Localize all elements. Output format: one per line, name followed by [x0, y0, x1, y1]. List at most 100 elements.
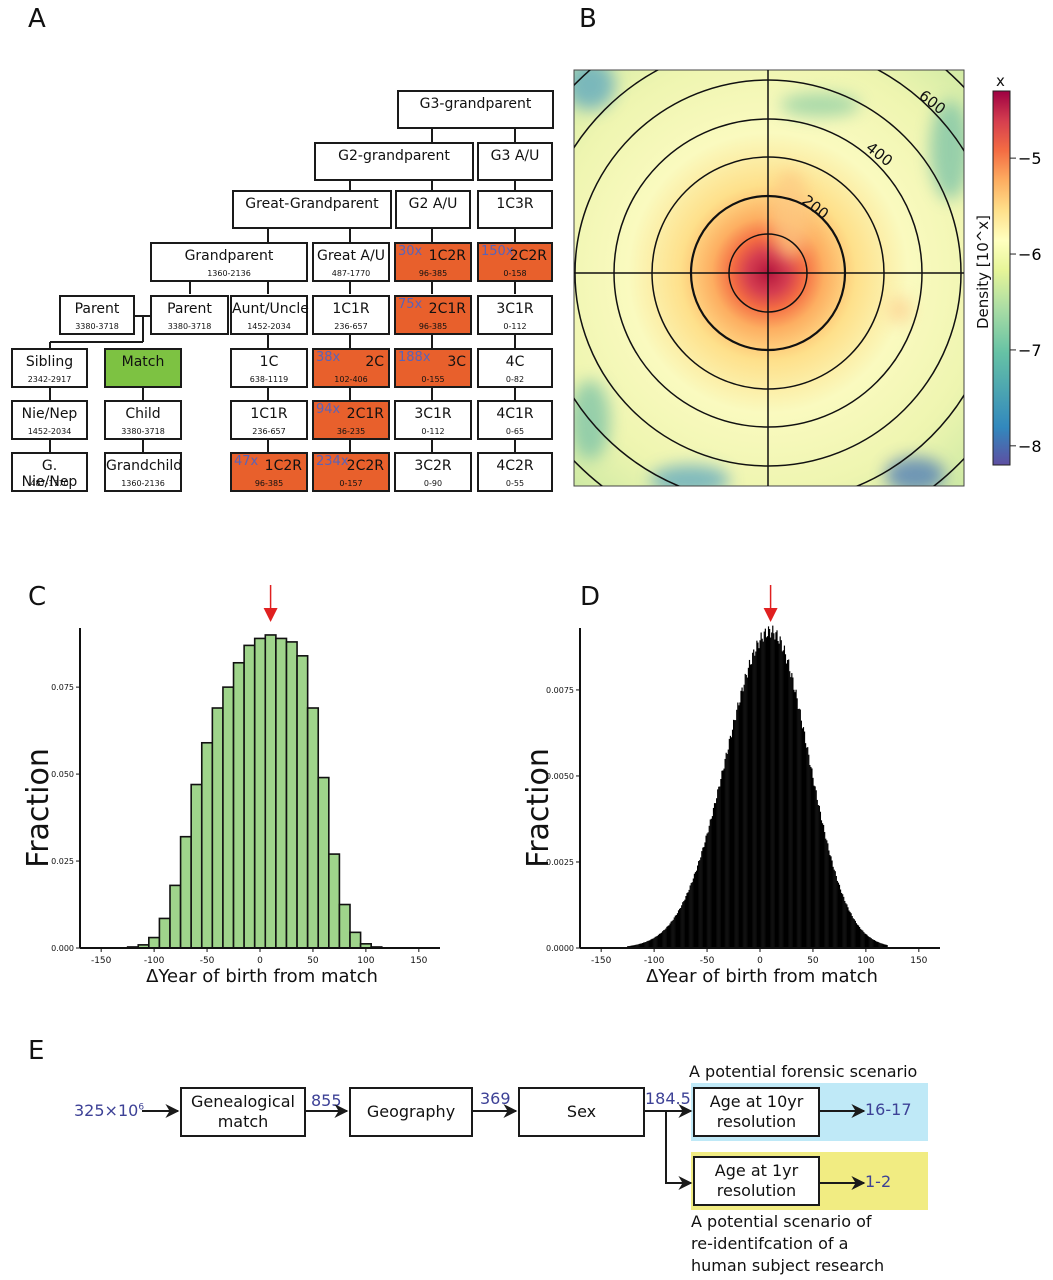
histogram-bar [659, 933, 662, 948]
histogram-bar [742, 691, 744, 948]
pedigree-node-parent2: Parent 3380-3718 [150, 295, 229, 335]
pedigree-node-child: Child 3380-3718 [104, 400, 182, 440]
histogram-bar [658, 933, 661, 948]
histogram-bar [813, 785, 815, 948]
histogram-bar [726, 753, 728, 948]
node-multiplier: 150x [481, 244, 514, 259]
histogram-bar [699, 860, 701, 948]
x-tick-label: 150 [910, 956, 927, 966]
x-tick-label: -50 [700, 956, 715, 966]
histogram-bar [671, 920, 673, 948]
node-cm-range: 0-157 [339, 479, 363, 488]
pedigree-node-c2c1r-a: 2C1R 96-385 75x [394, 295, 472, 335]
node-label: Aunt/Uncle [232, 301, 309, 317]
histogram-bar [683, 901, 685, 948]
node-cm-range: 1452-2034 [27, 427, 72, 436]
node-label: 3C1R [496, 301, 534, 317]
histogram-bar [641, 943, 644, 948]
histogram-bar [715, 803, 717, 948]
histogram-bar [852, 918, 854, 948]
histogram-bar [794, 692, 796, 948]
histogram-bar [662, 931, 664, 948]
node-cm-range: 0-155 [421, 375, 445, 384]
histogram-bar [738, 705, 740, 948]
histogram-bar [859, 927, 861, 948]
node-label: 1C2R [264, 458, 302, 474]
x-tick-label: 50 [307, 956, 319, 966]
x-tick-label: 0 [757, 956, 763, 966]
node-cm-range: 1360-2136 [121, 479, 165, 488]
histogram-bar [809, 764, 811, 948]
colorbar-title: x [996, 72, 1005, 90]
histogram-bar [669, 923, 671, 948]
histogram-bar [798, 708, 800, 948]
histogram-bar [869, 937, 871, 948]
histogram-bar [865, 933, 867, 948]
histogram-bar [788, 659, 790, 948]
histogram-bar [734, 720, 736, 948]
histogram-bar [652, 938, 654, 948]
node-cm-range: 3380-3718 [167, 322, 212, 331]
pedigree-node-c3c1r-a: 3C1R 0-112 [477, 295, 553, 335]
histogram-c: -150 -100 -50 0 50 100 150 0.000 0.025 0.050 0.075… [21, 585, 440, 987]
histogram-bar [802, 727, 805, 948]
histogram-d: -150 -100 -50 0 50 100 150 0.0000 0.0025 0.0050 0.… [521, 585, 940, 987]
node-label: 2C [365, 354, 384, 370]
histogram-bar [697, 865, 699, 948]
colorbar-tick-label: −8 [1018, 437, 1042, 456]
histogram-bar [816, 799, 818, 948]
histogram-bar [800, 720, 802, 948]
node-cm-range: 1452-2034 [247, 322, 291, 331]
histogram-bar [663, 930, 665, 948]
node-label: 3C [447, 354, 466, 370]
pedigree-node-c2c1r-b: 2C1R 36-235 94x [312, 400, 390, 440]
histogram-bar [778, 643, 780, 948]
node-label: 1C3R [496, 196, 534, 212]
panel-label-d: D [580, 582, 601, 612]
histogram-bar [661, 932, 663, 948]
histogram-bar [818, 805, 820, 948]
histogram-bar [767, 626, 770, 948]
histogram-bar [751, 664, 753, 948]
histogram-bar [720, 778, 722, 948]
node-label: 3C1R [414, 406, 452, 422]
histogram-bar [844, 900, 846, 948]
histogram-bar [710, 818, 712, 948]
histogram-bar [753, 649, 755, 948]
node-label: 1C [259, 354, 279, 370]
histogram-bar [716, 798, 718, 948]
histogram-bar [755, 651, 757, 948]
panel-label-b: B [579, 4, 597, 34]
histogram-bar [784, 654, 787, 948]
histogram-bar [645, 942, 647, 948]
histogram-bar [757, 642, 759, 948]
histogram-bar [867, 936, 869, 948]
density-blob [888, 296, 912, 324]
histogram-bar [855, 923, 858, 948]
node-cm-range: 3380-3718 [121, 427, 165, 436]
x-tick-label: -100 [644, 956, 665, 966]
histogram-bar [745, 674, 747, 948]
histogram-bar [264, 634, 277, 949]
colorbar [992, 90, 1011, 466]
histogram-bar [648, 940, 650, 948]
node-label: 1C1R [332, 301, 370, 317]
pedigree-node-c2c2r-b: 2C2R 0-157 234x [312, 452, 390, 492]
histogram-bar [862, 930, 864, 948]
x-axis-label: ΔYear of birth from match [646, 966, 878, 987]
pedigree-node-g3au: G3 A/U [477, 142, 553, 181]
histogram-bar [694, 872, 697, 948]
node-cm-range: 96-385 [418, 322, 448, 331]
histogram-bar [637, 944, 639, 948]
histogram-bar [782, 650, 784, 948]
x-tick-label: 150 [410, 956, 427, 966]
histogram-bar [759, 640, 761, 948]
histogram-bar [776, 630, 778, 948]
histogram-bar [799, 709, 801, 948]
histogram-bar [691, 882, 693, 948]
histogram-bar [834, 871, 836, 948]
node-label: G2 A/U [408, 196, 458, 212]
histogram-bar [801, 728, 804, 948]
histogram-bar [843, 896, 845, 948]
histogram-bar [779, 636, 781, 948]
